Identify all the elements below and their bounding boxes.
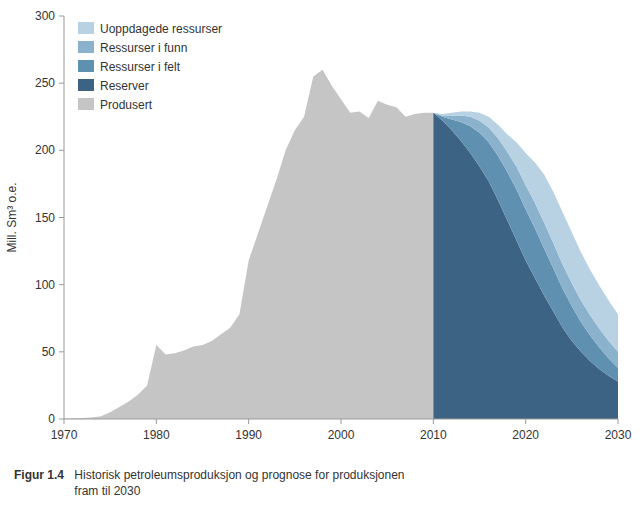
y-tick [59,419,64,420]
y-tick [59,150,64,151]
x-tick-label: 2020 [512,428,539,442]
chart: 1970 1980 1990 2000 2010 2020 2030 0 50 100 150 200… [0,0,642,531]
axes: 1970 1980 1990 2000 2010 2020 2030 0 50 100 150 200… [35,9,632,442]
y-tick-label: 100 [35,278,55,292]
x-tick-label: 1980 [143,428,170,442]
y-tick-label: 200 [35,143,55,157]
x-tick-label: 2030 [605,428,632,442]
legend-swatch [78,22,94,34]
legend-label: Ressurser i funn [100,41,187,55]
legend-label: Uoppdagede ressurser [100,22,222,36]
y-tick [59,217,64,218]
legend-label: Ressurser i felt [100,60,181,74]
x-tick-label: 1990 [235,428,262,442]
y-tick [59,351,64,352]
y-tick [59,83,64,84]
legend: Uoppdagede ressurser Ressurser i funn Ress… [78,22,222,112]
y-axis-label: Mill. Sm³ o.e. [5,182,19,252]
caption: Historisk petroleumsproduksjon og progno… [74,468,404,498]
x-tick [433,419,434,424]
x-tick-label: 2000 [328,428,355,442]
x-tick [64,419,65,424]
legend-swatch [78,41,94,53]
x-tick [341,419,342,424]
x-tick [156,419,157,424]
y-tick-label: 300 [35,9,55,23]
legend-swatch [78,60,94,72]
caption: Figur 1.4 [14,468,64,482]
x-tick [525,419,526,424]
y-tick [59,16,64,17]
x-tick [248,419,249,424]
area [433,111,618,351]
area [64,70,433,419]
x-tick [618,419,619,424]
y-tick-label: 0 [48,412,55,426]
area [433,113,618,368]
areas [64,70,618,419]
x-tick-label: 1970 [51,428,78,442]
legend-swatch [78,98,94,110]
y-tick [59,284,64,285]
y-tick-label: 50 [42,345,56,359]
y-tick-label: 250 [35,76,55,90]
x-tick-label: 2010 [420,428,447,442]
y-tick-label: 150 [35,211,55,225]
legend-label: Produsert [100,98,153,112]
legend-label: Reserver [100,79,149,93]
legend-swatch [78,79,94,91]
